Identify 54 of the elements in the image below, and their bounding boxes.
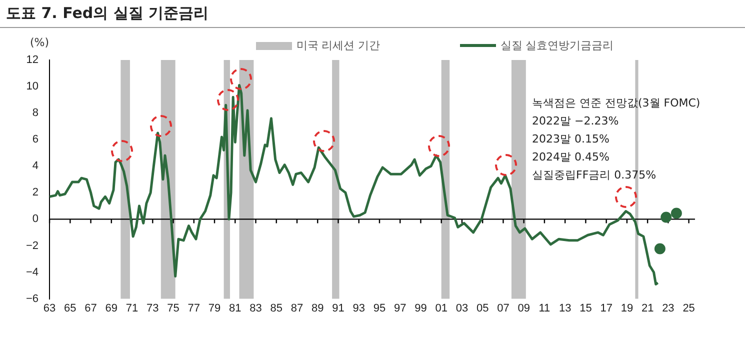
x-tick-label: 21 <box>641 302 654 314</box>
x-tick-label: 05 <box>476 302 489 314</box>
point <box>660 212 672 223</box>
x-tick-label: 75 <box>167 302 180 314</box>
y-tick-label: −2 <box>26 240 39 252</box>
y-tick-label: −4 <box>26 266 39 278</box>
y-tick-label: 8 <box>32 107 39 120</box>
x-tick-label: 77 <box>188 302 200 314</box>
x-tick-label: 83 <box>250 302 262 314</box>
annotation: 2023말 0.15% <box>532 132 610 146</box>
chart-title: 도표 7. Fed의 실질 기준금리 <box>6 4 209 23</box>
y-tick-label: −6 <box>26 292 39 305</box>
x-tick-label: 89 <box>312 302 324 314</box>
x-tick-label: 79 <box>208 302 221 314</box>
y-axis-title: (%) <box>30 36 50 49</box>
x-tick-label: 95 <box>373 302 386 314</box>
point <box>670 208 682 219</box>
x-tick-label: 91 <box>332 302 344 314</box>
x-tick-label: 81 <box>229 302 242 314</box>
y-tick-label: 6 <box>32 134 39 146</box>
x-tick-label: 73 <box>146 302 159 314</box>
x-tick-label: 03 <box>456 302 468 314</box>
x-tick-label: 15 <box>580 302 592 314</box>
legend-label: 미국 리세션 기간 <box>296 38 380 53</box>
annotation: 2022말 −2.23% <box>532 114 619 128</box>
x-tick-label: 01 <box>435 302 448 314</box>
annotation: 녹색점은 연준 전망값(3월 FOMC) <box>532 96 700 110</box>
x-tick-label: 69 <box>105 302 118 314</box>
x-tick-label: 99 <box>414 302 427 314</box>
x-tick-label: 97 <box>394 302 406 314</box>
x-tick-label: 09 <box>518 302 530 314</box>
x-tick-label: 13 <box>558 302 572 314</box>
x-tick-label: 19 <box>620 302 634 314</box>
x-tick-label: 93 <box>352 302 365 314</box>
x-tick-label: 25 <box>682 302 695 314</box>
y-tick-label: 10 <box>26 80 39 93</box>
x-tick-label: 71 <box>126 302 138 314</box>
x-tick-label: 85 <box>270 302 283 314</box>
x-tick-label: 23 <box>662 302 674 314</box>
legend-label: 실질 실효연방기금금리 <box>500 38 614 53</box>
y-tick-label: 2 <box>32 186 39 199</box>
x-tick-label: 07 <box>497 302 510 314</box>
x-tick-label: 65 <box>64 302 76 314</box>
y-tick-label: 4 <box>32 160 39 172</box>
y-tick-label: 12 <box>26 54 39 66</box>
annotation: 실질중립FF금리 0.375% <box>532 168 656 182</box>
x-tick-label: 67 <box>84 302 97 314</box>
y-tick-label: 0 <box>32 213 39 226</box>
point <box>654 243 666 254</box>
x-tick-label: 87 <box>290 302 304 314</box>
x-tick-label: 63 <box>43 302 56 314</box>
x-tick-label: 11 <box>538 302 550 314</box>
x-tick-label: 17 <box>600 302 612 314</box>
annotation: 2024말 0.45% <box>532 150 610 164</box>
